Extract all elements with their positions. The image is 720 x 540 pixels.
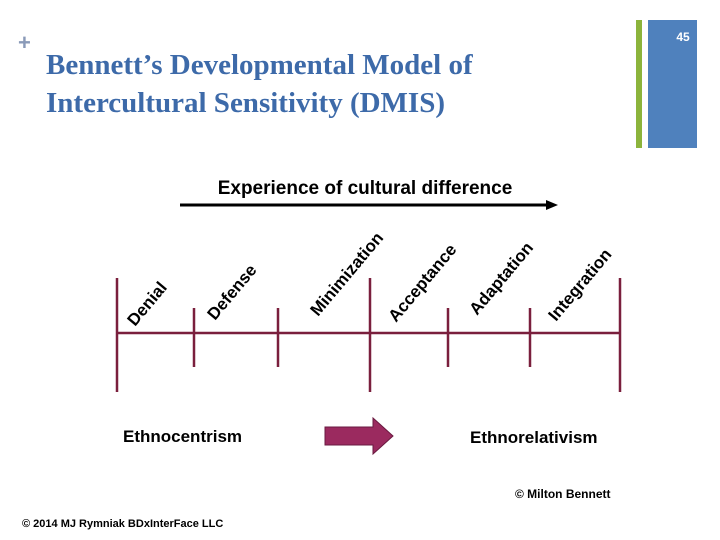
plus-icon: + <box>18 30 31 55</box>
title-line: Intercultural Sensitivity (DMIS) <box>46 87 445 119</box>
stage-label: Adaptation <box>466 238 538 318</box>
stage-label: Denial <box>124 278 171 329</box>
accent-bar <box>636 20 642 148</box>
stage-label: Defense <box>204 261 261 324</box>
title-line: Bennett’s Developmental Model of <box>46 49 473 81</box>
number-box <box>648 20 697 148</box>
footer: © 2014 MJ Rymniak BDxInterFace LLC <box>22 518 223 530</box>
axis-label: Experience of cultural difference <box>218 178 513 199</box>
shift-arrow <box>324 416 394 456</box>
right-group: Ethnorelativism <box>470 428 598 447</box>
scale <box>115 278 622 392</box>
stage-label: Minimization <box>307 228 388 319</box>
left-group: Ethnocentrism <box>123 427 242 446</box>
slide-number: 45 <box>676 30 690 44</box>
stage-label: Integration <box>545 245 616 325</box>
arrow-head <box>546 200 558 210</box>
credit: © Milton Bennett <box>515 487 611 501</box>
